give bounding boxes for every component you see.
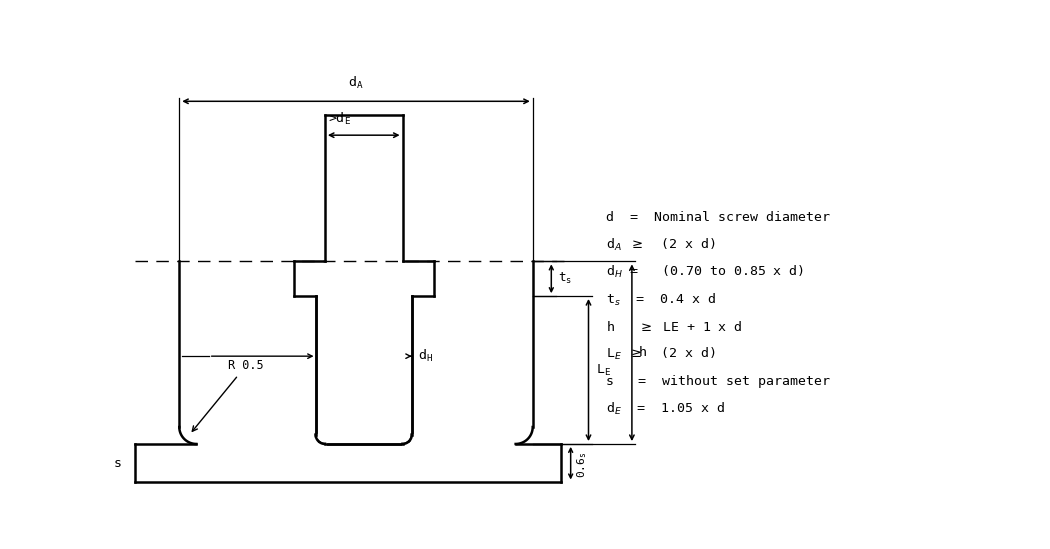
Text: d$_\mathregular{H}$: d$_\mathregular{H}$ [418,348,433,364]
Text: L$_\mathregular{E}$: L$_\mathregular{E}$ [596,362,611,378]
Text: >d$_\mathregular{E}$: >d$_\mathregular{E}$ [328,111,351,127]
Text: h   $\geq$ LE + 1 x d: h $\geq$ LE + 1 x d [606,320,742,334]
Text: R 0.5: R 0.5 [192,359,264,432]
Text: d$_{A}$ $\geq$  (2 x d): d$_{A}$ $\geq$ (2 x d) [606,237,716,253]
Text: d$_{H}$ =   (0.70 to 0.85 x d): d$_{H}$ = (0.70 to 0.85 x d) [606,264,803,281]
Text: d$_{E}$  =  1.05 x d: d$_{E}$ = 1.05 x d [606,401,724,417]
Text: L$_{E}$ $\geq$  (2 x d): L$_{E}$ $\geq$ (2 x d) [606,346,715,362]
Text: s   =  without set parameter: s = without set parameter [606,375,830,388]
Text: s: s [114,457,122,470]
Text: 0.6$_\mathregular{s}$: 0.6$_\mathregular{s}$ [575,452,589,478]
Text: t$_\mathregular{s}$: t$_\mathregular{s}$ [559,271,572,287]
Text: d  =  Nominal screw diameter: d = Nominal screw diameter [606,211,830,224]
Text: d$_\mathregular{A}$: d$_\mathregular{A}$ [349,75,363,91]
Text: t$_{s}$  =  0.4 x d: t$_{s}$ = 0.4 x d [606,292,715,307]
Text: h: h [638,346,647,359]
